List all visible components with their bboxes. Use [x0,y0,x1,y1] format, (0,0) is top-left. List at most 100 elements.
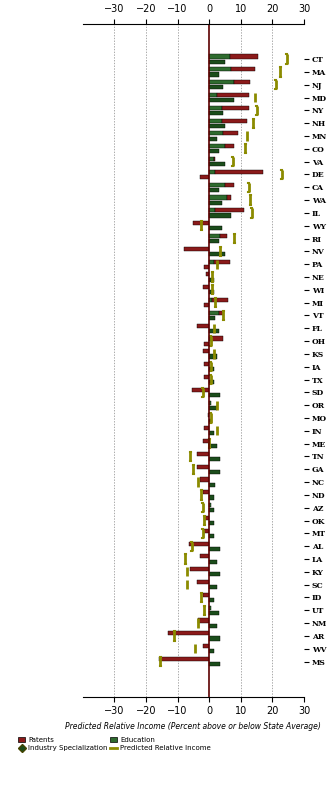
Bar [209,316,215,320]
Bar [209,106,222,110]
Bar [220,234,226,238]
Bar [209,131,223,135]
Bar [205,516,209,520]
Bar [205,426,209,430]
Bar [209,328,219,333]
Bar [209,170,215,174]
Bar [209,54,230,58]
Bar [200,554,209,558]
Bar [209,534,214,538]
Bar [209,239,219,244]
Bar [209,311,219,315]
Bar [209,298,212,302]
Bar [209,67,231,71]
Bar [200,477,209,481]
Bar [209,208,215,212]
Bar [230,54,258,58]
Bar [209,162,225,167]
Bar [209,183,225,187]
Bar [209,598,214,602]
Bar [197,465,209,469]
Bar [209,157,214,161]
Bar [234,80,250,84]
Bar [193,221,209,225]
Bar [190,567,209,571]
Bar [192,388,209,392]
Bar [209,80,234,84]
Bar [209,573,220,577]
Bar [198,618,209,622]
Bar [209,392,220,397]
Legend: Patents, Industry Specialization, Education, Predicted Relative Income: Patents, Industry Specialization, Educat… [16,735,213,754]
Bar [209,624,217,628]
Bar [212,336,223,340]
Bar [159,657,209,661]
Bar [208,413,209,417]
Bar [217,93,249,97]
Bar [209,637,220,641]
Bar [231,67,255,71]
Bar [209,418,211,423]
Bar [214,157,215,161]
Bar [203,593,209,597]
Bar [225,144,234,148]
Bar [205,264,209,269]
Bar [203,285,209,289]
Bar [209,213,231,218]
Bar [203,439,209,443]
Bar [209,354,217,359]
Bar [197,324,209,328]
Bar [205,529,209,533]
Bar [223,131,238,135]
Bar [197,452,209,456]
Bar [209,119,222,123]
Bar [209,136,217,141]
Bar [209,290,214,295]
X-axis label: Predicted Relative Income (Percent above or below State Average): Predicted Relative Income (Percent above… [66,722,321,731]
Bar [205,362,209,366]
Bar [209,98,234,103]
Bar [209,252,225,256]
Bar [205,375,209,379]
Bar [209,503,211,507]
Bar [209,123,225,128]
Bar [206,272,209,276]
Bar [209,144,225,148]
Bar [212,298,228,302]
Bar [209,380,214,384]
Bar [209,521,214,525]
Bar [209,611,219,615]
Bar [203,349,209,353]
Bar [209,444,217,449]
Bar [205,303,209,308]
Bar [200,175,209,179]
Bar [209,187,219,192]
Bar [209,234,220,238]
Bar [209,260,214,264]
Bar [209,111,223,115]
Bar [209,226,222,231]
Bar [209,72,219,77]
Bar [209,93,217,97]
Bar [209,149,219,154]
Bar [209,662,220,666]
Bar [222,106,249,110]
Bar [209,508,214,513]
Bar [209,431,214,436]
Bar [209,606,211,610]
Bar [214,260,230,264]
Bar [209,547,220,551]
Bar [203,490,209,494]
Bar [209,400,211,405]
Bar [168,631,209,635]
Bar [184,247,209,251]
Bar [209,495,214,500]
Bar [203,644,209,648]
Bar [225,183,234,187]
Bar [209,560,217,564]
Bar [209,59,225,64]
Bar [209,85,223,90]
Bar [215,208,244,212]
Bar [209,405,217,410]
Bar [209,200,222,205]
